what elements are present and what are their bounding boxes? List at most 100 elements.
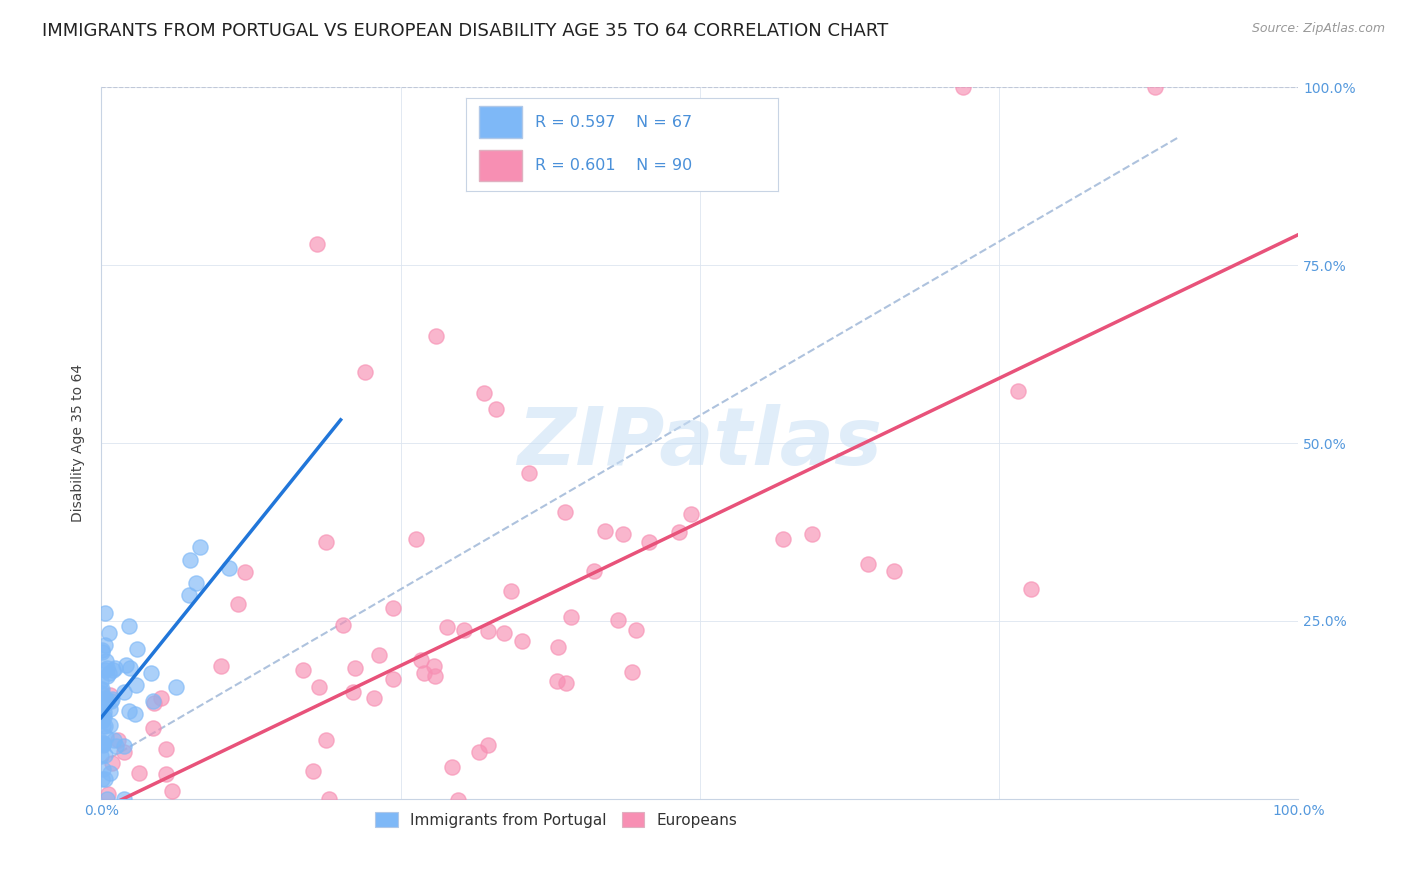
Point (94, 718, 117, 732)
Point (93, 739, 115, 753)
Point (363, 690, 385, 705)
Point (94, 730, 117, 744)
Point (91, 682, 114, 697)
Point (186, 576, 208, 591)
Point (1019, 582, 1042, 596)
Point (90, 748, 112, 763)
Text: IMMIGRANTS FROM PORTUGAL VS EUROPEAN DISABILITY AGE 35 TO 64 CORRELATION CHART: IMMIGRANTS FROM PORTUGAL VS EUROPEAN DIS… (42, 22, 889, 40)
Point (105, 739, 128, 753)
Point (499, 584, 522, 599)
Point (560, 610, 582, 624)
Point (90, 707, 112, 722)
Point (124, 707, 146, 722)
Point (308, 680, 330, 694)
Point (382, 601, 405, 615)
Point (101, 663, 124, 677)
Point (172, 815, 194, 830)
Point (423, 669, 446, 683)
Point (101, 756, 124, 770)
Point (98, 863, 121, 877)
Point (772, 533, 794, 547)
Point (593, 524, 616, 538)
Point (90, 686, 112, 700)
Point (104, 661, 127, 675)
Point (100, 692, 122, 706)
Point (101, 863, 124, 877)
Point (98, 689, 121, 703)
Point (353, 365, 375, 379)
Point (169, 863, 191, 877)
Point (118, 704, 141, 718)
Point (149, 691, 172, 706)
Point (1007, 384, 1029, 399)
Point (554, 505, 576, 519)
Point (93, 772, 115, 786)
Point (90, 692, 112, 706)
Point (342, 685, 364, 699)
Point (291, 663, 314, 677)
Point (546, 673, 568, 688)
Point (305, 236, 328, 251)
Point (98, 625, 121, 640)
Point (219, 830, 242, 845)
Point (96, 792, 118, 806)
Point (91, 762, 114, 776)
Point (142, 722, 165, 736)
Point (90, 712, 112, 726)
Point (301, 764, 323, 778)
Point (107, 733, 129, 747)
Point (91, 719, 114, 733)
Point (226, 597, 249, 611)
Point (1143, 80, 1166, 95)
Point (98, 666, 121, 681)
Point (621, 665, 644, 679)
Point (90, 713, 112, 727)
Point (405, 533, 427, 547)
Point (547, 640, 569, 654)
Point (177, 588, 200, 602)
Point (425, 329, 447, 343)
Point (367, 648, 389, 663)
Point (679, 507, 702, 521)
Point (125, 863, 148, 877)
Legend: Immigrants from Portugal, Europeans: Immigrants from Portugal, Europeans (368, 805, 744, 834)
Point (112, 792, 135, 806)
Point (91, 736, 114, 750)
Point (90, 705, 112, 719)
Point (381, 672, 404, 686)
Point (96, 668, 118, 682)
Point (332, 618, 354, 632)
Point (472, 386, 495, 401)
Point (96, 654, 118, 668)
Point (91, 737, 114, 751)
Point (668, 525, 690, 540)
Point (112, 745, 135, 759)
Point (409, 653, 432, 667)
Point (114, 839, 136, 854)
Point (218, 560, 240, 574)
Point (91, 714, 114, 728)
Point (129, 863, 152, 877)
Point (800, 527, 823, 541)
Point (94, 638, 117, 652)
Point (125, 678, 148, 692)
Point (94, 693, 117, 707)
Point (952, 80, 974, 95)
Point (94, 747, 117, 762)
Point (94, 698, 117, 712)
Point (235, 857, 257, 871)
Point (90, 710, 112, 724)
Text: ZIPatlas: ZIPatlas (517, 404, 883, 482)
Point (143, 697, 166, 711)
Point (112, 685, 135, 699)
Point (93, 710, 115, 724)
Point (188, 540, 211, 554)
Point (626, 624, 648, 638)
Text: Source: ZipAtlas.com: Source: ZipAtlas.com (1251, 22, 1385, 36)
Point (173, 863, 195, 877)
Point (98, 702, 121, 716)
Point (94, 663, 117, 677)
Point (284, 833, 307, 847)
Point (233, 565, 256, 579)
Point (318, 792, 340, 806)
